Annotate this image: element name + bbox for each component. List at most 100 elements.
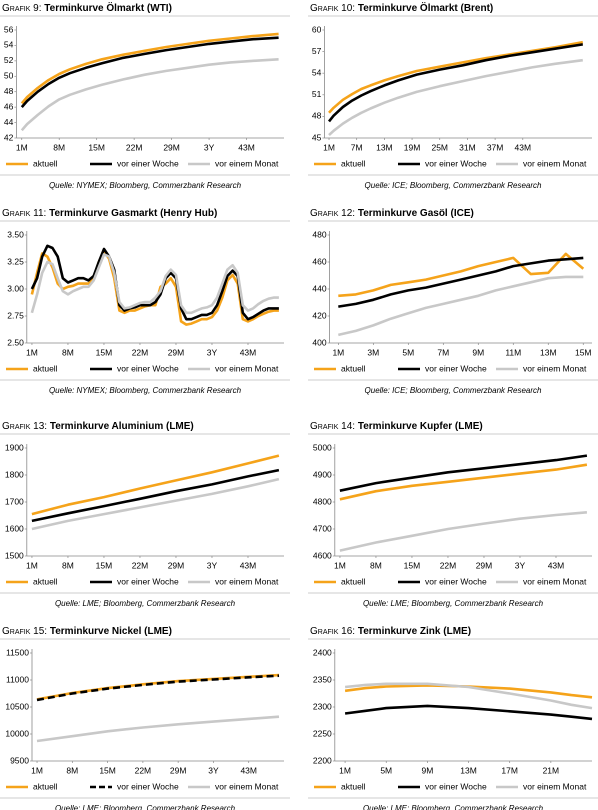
x-tick-label: 43M <box>240 765 257 775</box>
chart-title-text: Terminkurve Gasöl (ICE) <box>358 208 474 219</box>
chart-label: Grafik 13: <box>2 421 47 432</box>
x-tick-label: 5M <box>380 765 392 775</box>
y-tick-label: 460 <box>312 256 326 266</box>
series-line <box>344 682 593 710</box>
series-line <box>327 43 583 123</box>
legend-label: vor einem Monat <box>523 158 587 168</box>
chart-title-text: Terminkurve Ölmarkt (Brent) <box>358 1 493 14</box>
legend-label: aktuell <box>33 363 58 373</box>
series-line <box>30 253 279 315</box>
x-tick-label: 1M <box>323 142 335 152</box>
chart-panel: Grafik 13: Terminkurve Aluminium (LME) 15… <box>0 421 290 608</box>
x-tick-label: 15M <box>404 560 421 570</box>
y-tick-label: 400 <box>312 337 326 347</box>
legend-label: aktuell <box>33 576 58 586</box>
legend-label: vor einer Woche <box>425 363 487 373</box>
y-tick-label: 4600 <box>313 550 332 560</box>
source-note: Quelle: LME; Bloomberg, Commerzbank Rese… <box>363 804 544 810</box>
legend-label: vor einer Woche <box>425 576 487 586</box>
y-tick-label: 11000 <box>6 674 29 684</box>
chart-panel: Grafik 16: Terminkurve Zink (LME) 2200 225… <box>308 626 598 810</box>
x-tick-label: 1M <box>31 765 43 775</box>
y-tick-label: 1800 <box>5 469 24 479</box>
legend-label: vor einem Monat <box>215 576 279 586</box>
x-tick-label: 8M <box>53 142 65 152</box>
series-line <box>339 463 588 501</box>
x-tick-label: 29M <box>476 560 493 570</box>
x-tick-label: 29M <box>168 347 185 357</box>
chart-title: Grafik 9: Terminkurve Ölmarkt (WTI) <box>2 1 172 14</box>
source-note: Quelle: ICE; Bloomberg, Commerzbank Rese… <box>365 181 543 190</box>
chart-title-text: Terminkurve Kupfer (LME) <box>358 421 483 432</box>
series-line <box>36 674 280 702</box>
y-tick-label: 1600 <box>5 523 24 533</box>
x-tick-label: 8M <box>62 560 74 570</box>
x-tick-label: 17M <box>501 765 518 775</box>
y-tick-label: 1900 <box>5 442 24 452</box>
legend-label: aktuell <box>341 363 366 373</box>
x-tick-label: 15M <box>88 142 105 152</box>
y-tick-label: 4900 <box>313 469 332 479</box>
y-tick-label: 5000 <box>313 442 332 452</box>
series-line <box>20 58 279 132</box>
x-tick-label: 25M <box>431 142 448 152</box>
x-tick-label: 43M <box>240 347 257 357</box>
y-tick-label: 2.75 <box>7 310 24 320</box>
x-tick-label: 22M <box>126 142 143 152</box>
chart-label: Grafik 16: <box>310 626 355 637</box>
x-tick-label: 3Y <box>207 347 218 357</box>
x-tick-label: 1M <box>334 560 346 570</box>
chart-title: Grafik 11: Terminkurve Gasmarkt (Henry H… <box>2 208 217 219</box>
x-tick-label: 22M <box>132 347 149 357</box>
x-tick-label: 1M <box>339 765 351 775</box>
x-tick-label: 9M <box>421 765 433 775</box>
y-tick-label: 1500 <box>5 550 24 560</box>
chart-title-text: Terminkurve Gasmarkt (Henry Hub) <box>49 208 217 219</box>
y-tick-label: 9500 <box>10 755 29 765</box>
x-tick-label: 7M <box>351 142 363 152</box>
x-tick-label: 43M <box>548 560 565 570</box>
series-line <box>338 275 584 337</box>
x-tick-label: 8M <box>370 560 382 570</box>
series-line <box>20 36 279 108</box>
legend-label: vor einer Woche <box>425 158 487 168</box>
legend-label: aktuell <box>33 781 58 791</box>
x-tick-label: 29M <box>168 560 185 570</box>
x-tick-label: 9M <box>472 347 484 357</box>
chart-title: Grafik 13: Terminkurve Aluminium (LME) <box>2 421 194 432</box>
legend-label: vor einem Monat <box>523 363 587 373</box>
legend-label: vor einem Monat <box>523 576 587 586</box>
x-tick-label: 8M <box>62 347 74 357</box>
y-tick-label: 4700 <box>313 523 332 533</box>
y-tick-label: 51 <box>312 89 322 99</box>
y-tick-label: 56 <box>4 24 14 34</box>
y-tick-label: 2400 <box>313 647 332 657</box>
y-tick-label: 52 <box>4 55 14 65</box>
x-tick-label: 31M <box>459 142 476 152</box>
series-line <box>328 58 583 137</box>
x-tick-label: 13M <box>376 142 393 152</box>
y-tick-label: 1700 <box>5 496 24 506</box>
chart-title-text: Terminkurve Ölmarkt (WTI) <box>44 1 172 14</box>
y-tick-label: 57 <box>312 46 322 56</box>
x-tick-label: 22M <box>440 560 457 570</box>
chart-label: Grafik 15: <box>2 626 47 637</box>
series-line <box>20 32 279 105</box>
chart-title: Grafik 14: Terminkurve Kupfer (LME) <box>310 421 483 432</box>
x-tick-label: 3M <box>367 347 379 357</box>
x-tick-label: 1M <box>26 560 38 570</box>
x-tick-label: 43M <box>238 142 255 152</box>
y-tick-label: 2250 <box>313 728 332 738</box>
x-tick-label: 15M <box>575 347 592 357</box>
x-tick-label: 1M <box>332 347 344 357</box>
x-tick-label: 15M <box>99 765 116 775</box>
x-tick-label: 3Y <box>208 765 219 775</box>
x-tick-label: 3Y <box>515 560 526 570</box>
series-line <box>31 468 280 523</box>
x-tick-label: 37M <box>487 142 504 152</box>
chart-title: Grafik 12: Terminkurve Gasöl (ICE) <box>310 208 474 219</box>
x-tick-label: 1M <box>26 347 38 357</box>
x-tick-label: 13M <box>460 765 477 775</box>
y-tick-label: 2200 <box>313 755 332 765</box>
chart-title: Grafik 10: Terminkurve Ölmarkt (Brent) <box>310 1 493 14</box>
